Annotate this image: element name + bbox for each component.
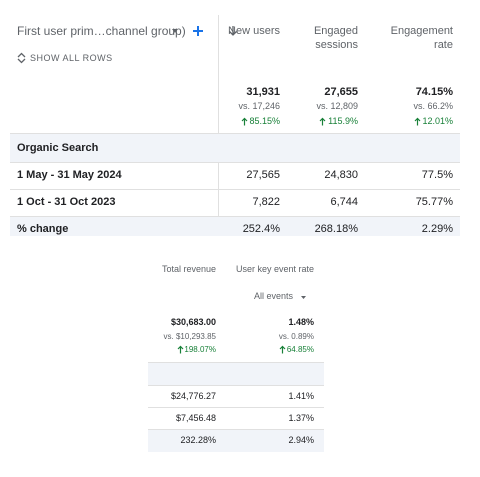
show-all-rows[interactable]: SHOW ALL ROWS <box>30 53 113 63</box>
up-arrow <box>279 345 286 354</box>
expand-icon <box>17 52 26 64</box>
event-selector[interactable]: All events <box>254 291 294 301</box>
cell: $7,456.48 <box>175 413 216 423</box>
cell: 2.94% <box>288 435 314 445</box>
row-label: 1 May - 31 May 2024 <box>17 169 122 181</box>
dimension-selector[interactable]: First user prim…channel group) <box>17 24 186 38</box>
row-label: % change <box>17 223 69 235</box>
row-line <box>10 216 460 236</box>
cell: 1.37% <box>288 413 314 423</box>
row-line <box>148 429 324 452</box>
cell: 268.18% <box>314 223 358 235</box>
cell: 7,822 <box>252 196 280 208</box>
cell: $24,776.27 <box>170 391 216 401</box>
up-arrow <box>241 117 248 126</box>
cell: 75.77% <box>415 196 453 208</box>
total-value: 1.48% <box>288 317 314 327</box>
total-value: $30,683.00 <box>170 317 216 327</box>
cell: 252.4% <box>242 223 280 235</box>
dropdown-icon[interactable] <box>171 27 179 35</box>
up-arrow <box>319 117 326 126</box>
column-header[interactable]: New users <box>228 25 280 37</box>
total-value: 74.15% <box>415 86 453 98</box>
column-header[interactable]: Total revenue <box>161 264 216 274</box>
row-line <box>148 385 324 408</box>
row-line <box>10 162 460 190</box>
total-compare: vs. 12,809 <box>316 101 358 111</box>
row-label: 1 Oct - 31 Oct 2023 <box>17 196 116 208</box>
segment-row <box>148 362 324 386</box>
cell: 1.41% <box>288 391 314 401</box>
total-compare: vs. 0.89% <box>278 332 314 341</box>
add-dimension-icon[interactable] <box>192 25 204 37</box>
cell: 6,744 <box>330 196 358 208</box>
segment-label: Organic Search <box>17 142 99 154</box>
cell: 232.28% <box>180 435 216 445</box>
total-compare: vs. $10,293.85 <box>163 332 216 341</box>
cell: 24,830 <box>324 169 358 181</box>
total-change: 115.9% <box>328 116 358 126</box>
dropdown-icon[interactable] <box>300 294 307 301</box>
column-header[interactable]: Engagement rate <box>390 25 453 51</box>
column-header[interactable]: User key event rate <box>235 264 314 274</box>
total-change: 85.15% <box>249 116 280 126</box>
divider <box>218 15 219 236</box>
total-change: 12.01% <box>422 116 453 126</box>
sort-icon[interactable] <box>228 25 238 37</box>
row-line <box>148 407 324 430</box>
up-arrow <box>414 117 421 126</box>
segment-row <box>10 133 460 163</box>
column-header[interactable]: Engaged sessions <box>313 25 358 51</box>
cell: 77.5% <box>421 169 453 181</box>
row-line <box>10 189 460 217</box>
total-compare: vs. 17,246 <box>238 101 280 111</box>
total-change: 64.85% <box>286 345 314 354</box>
cell: 2.29% <box>421 223 453 235</box>
top-table: First user prim…channel group) SHOW ALL … <box>0 0 480 236</box>
total-compare: vs. 66.2% <box>413 101 453 111</box>
total-value: 31,931 <box>246 86 280 98</box>
bottom-table: Total revenue $30,683.00 vs. $10,293.85 198… <box>148 258 324 453</box>
total-value: 27,655 <box>324 86 358 98</box>
cell: 27,565 <box>246 169 280 181</box>
total-change: 198.07% <box>184 345 216 354</box>
up-arrow <box>177 345 183 354</box>
